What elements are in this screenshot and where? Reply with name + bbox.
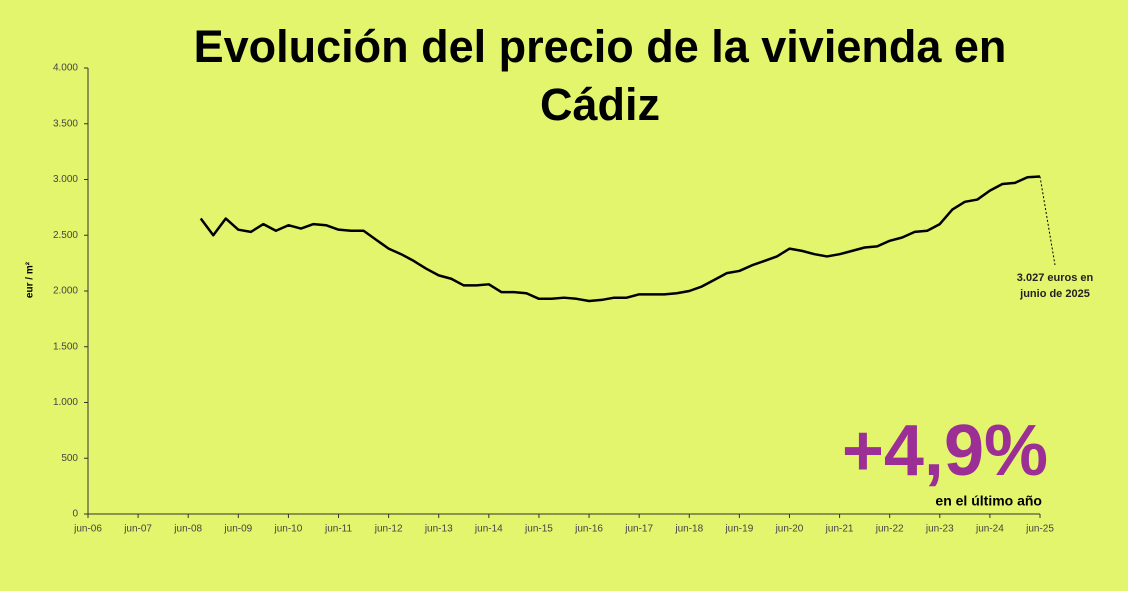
x-tick-label: jun-18	[674, 524, 703, 535]
annotation: 3.027 euros en	[1017, 272, 1094, 284]
highlight: +4,9%	[842, 411, 1048, 491]
y-tick-label: 1.500	[53, 341, 78, 352]
x-tick-label: jun-14	[474, 524, 503, 535]
x-tick-label: jun-06	[73, 524, 102, 535]
highlight-caption: en el último año	[935, 493, 1042, 509]
x-tick-label: jun-17	[624, 524, 653, 535]
chart-title: Evolución del precio de la vivienda en C…	[193, 21, 1007, 130]
y-tick-label: 1.000	[53, 397, 78, 408]
x-tick-label: jun-07	[123, 524, 152, 535]
x-tick-label: jun-22	[875, 524, 904, 535]
y-axis-label: eur / m²	[25, 261, 36, 298]
y-tick-label: 3.500	[53, 118, 78, 129]
y-tick-label: 2.000	[53, 286, 78, 297]
x-tick-label: jun-16	[574, 524, 603, 535]
x-tick-label: jun-24	[975, 524, 1004, 535]
x-tick-label: jun-23	[925, 524, 954, 535]
x-tick-label: jun-25	[1025, 524, 1054, 535]
y-tick-label: 2.500	[53, 230, 78, 241]
x-tick-label: jun-12	[374, 524, 403, 535]
x-tick-label: jun-08	[173, 524, 202, 535]
x-tick-label: jun-20	[775, 524, 804, 535]
x-tick-label: jun-09	[223, 524, 252, 535]
x-tick-label: jun-13	[424, 524, 453, 535]
x-tick-label: jun-15	[524, 524, 553, 535]
y-tick-label: 3.000	[53, 174, 78, 185]
y-tick-label: 500	[61, 453, 78, 464]
y-tick-label: 4.000	[53, 63, 78, 74]
x-tick-label: jun-21	[825, 524, 854, 535]
annotation: junio de 2025	[1019, 288, 1090, 300]
y-tick-label: 0	[72, 509, 78, 520]
leader-line	[1039, 176, 1056, 266]
x-tick-label: jun-11	[324, 524, 352, 535]
x-tick-label: jun-10	[274, 524, 303, 535]
line	[199, 175, 1041, 303]
x-tick-label: jun-19	[724, 524, 753, 535]
